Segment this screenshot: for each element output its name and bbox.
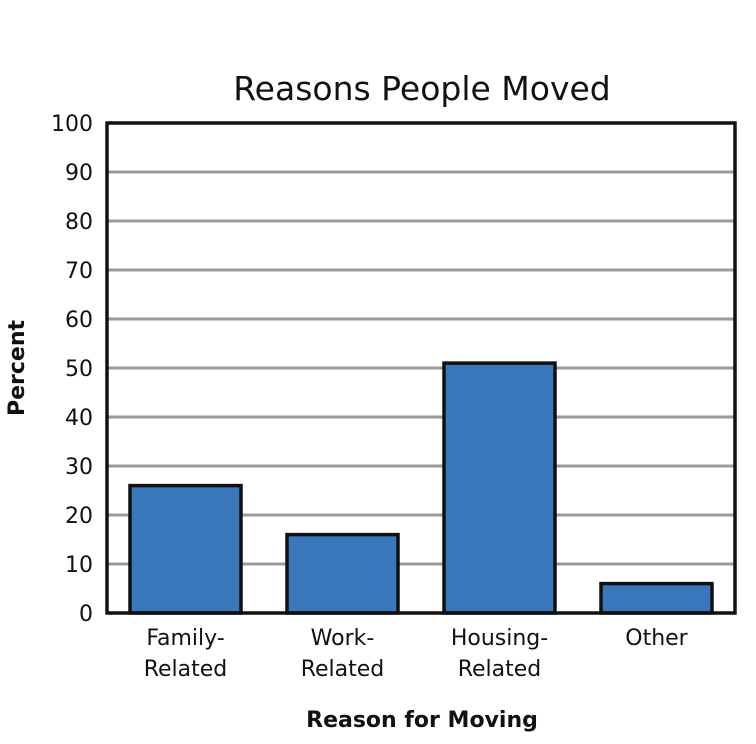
x-axis-label: Reason for Moving [306, 708, 538, 733]
x-category-label: Other [625, 626, 688, 651]
y-tick-label: 70 [65, 259, 93, 284]
y-axis-ticks: 0 10 20 30 40 50 60 70 80 90 100 [51, 112, 93, 627]
y-tick-label: 40 [65, 406, 93, 431]
x-category-label: Housing- Related [451, 626, 548, 682]
bar-housing-related [442, 361, 557, 615]
bars [128, 361, 714, 615]
bar-other [599, 581, 714, 615]
y-tick-label: 90 [65, 161, 93, 186]
x-category-label-line: Family- [146, 626, 224, 651]
x-category-label-line: Related [144, 657, 228, 682]
x-category-label-line: Related [458, 657, 542, 682]
x-category-label-line: Other [625, 626, 688, 651]
y-tick-label: 30 [65, 455, 93, 480]
y-tick-label: 10 [65, 553, 93, 578]
x-category-label-line: Related [301, 657, 385, 682]
bar-work-related [285, 532, 400, 615]
y-tick-label: 50 [65, 357, 93, 382]
bar-family-related [128, 483, 243, 615]
x-axis-categories: Family- Related Work- Related Housing- Relate… [144, 626, 689, 682]
x-category-label: Family- Related [144, 626, 228, 682]
y-tick-label: 100 [51, 112, 93, 137]
y-tick-label: 0 [79, 602, 93, 627]
x-category-label-line: Housing- [451, 626, 548, 651]
chart-title: Reasons People Moved [233, 69, 611, 108]
y-axis-label: Percent [5, 320, 30, 417]
plot-frame [105, 121, 737, 615]
x-category-label: Work- Related [301, 626, 385, 682]
y-tick-label: 80 [65, 210, 93, 235]
x-category-label-line: Work- [311, 626, 375, 651]
y-tick-label: 60 [65, 308, 93, 333]
y-tick-label: 20 [65, 504, 93, 529]
